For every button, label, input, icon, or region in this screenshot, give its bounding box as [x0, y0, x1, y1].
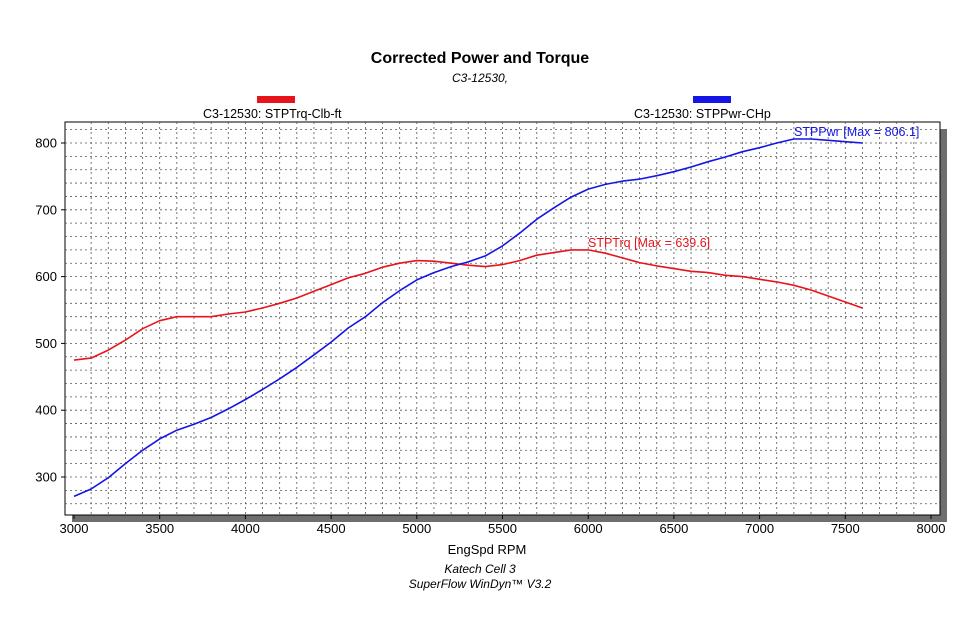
x-tick-label: 6500	[659, 521, 688, 536]
x-tick-label: 5000	[402, 521, 431, 536]
chart-subtitle: C3-12530,	[451, 71, 509, 85]
y-tick-label: 600	[35, 269, 57, 284]
x-tick-label: 5500	[488, 521, 517, 536]
legend-label-torque: C3-12530: STPTrq-Clb-ft	[203, 107, 342, 121]
legend-swatch-torque	[257, 96, 295, 103]
x-axis-label: EngSpd RPM	[448, 542, 527, 557]
x-tick-label: 8000	[917, 521, 946, 536]
torque-max-annotation: STPTrq [Max = 639.6]	[588, 236, 710, 250]
power-max-annotation: STPPwr [Max = 806.1]	[794, 125, 919, 139]
y-tick-label: 800	[35, 136, 57, 151]
x-tick-label: 4500	[317, 521, 346, 536]
x-tick-label: 3000	[60, 521, 89, 536]
power-line	[73, 138, 863, 498]
y-tick-label: 300	[35, 470, 57, 485]
x-tick-label: 6000	[574, 521, 603, 536]
legend-label-power: C3-12530: STPPwr-CHp	[634, 107, 771, 121]
footer-software-label: SuperFlow WinDyn™ V3.2	[408, 577, 552, 591]
x-tick-label: 4000	[231, 521, 260, 536]
x-tick-label: 7000	[745, 521, 774, 536]
x-tick-label: 3500	[145, 521, 174, 536]
x-tick-label: 7500	[831, 521, 860, 536]
footer-cell-label: Katech Cell 3	[444, 562, 516, 576]
torque-line	[73, 249, 863, 361]
chart-title: Corrected Power and Torque	[370, 50, 590, 67]
legend-swatch-power	[693, 96, 731, 103]
y-tick-label: 500	[35, 336, 57, 351]
y-tick-label: 700	[35, 202, 57, 217]
y-tick-label: 400	[35, 403, 57, 418]
